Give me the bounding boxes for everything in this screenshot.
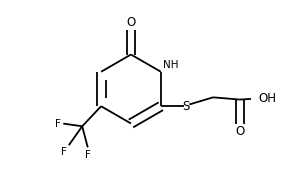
Text: F: F	[85, 150, 91, 160]
Text: O: O	[235, 125, 244, 138]
Text: F: F	[61, 147, 67, 157]
Text: S: S	[183, 100, 190, 113]
Text: NH: NH	[162, 60, 178, 70]
Text: F: F	[55, 119, 61, 129]
Text: O: O	[126, 16, 136, 29]
Text: OH: OH	[259, 92, 277, 105]
